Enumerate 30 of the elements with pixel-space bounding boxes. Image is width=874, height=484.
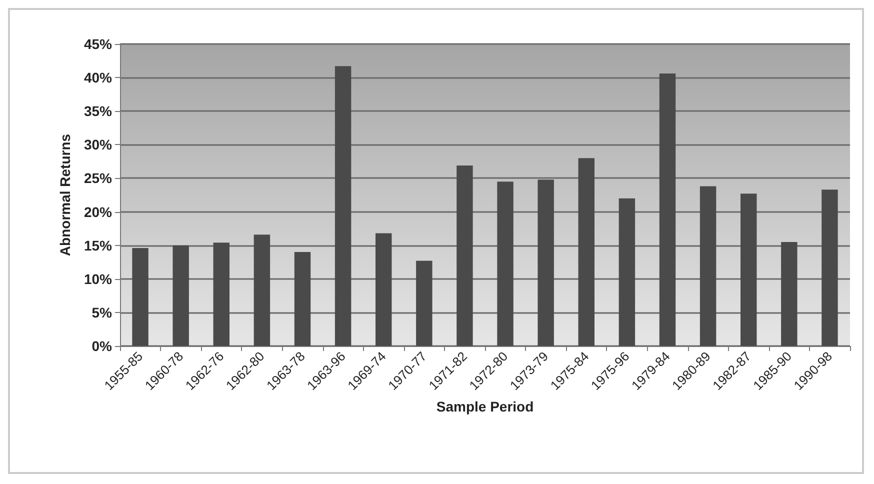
- bar: [618, 198, 636, 346]
- bar: [334, 66, 352, 346]
- bar: [213, 242, 230, 346]
- y-tick-label: 10%: [84, 270, 113, 287]
- bar: [659, 74, 676, 346]
- y-tick-label: 0%: [92, 338, 113, 354]
- bar: [740, 194, 757, 346]
- bar: [700, 186, 716, 346]
- y-tick-label: 45%: [84, 36, 113, 52]
- bar: [376, 233, 392, 346]
- bar: [416, 260, 432, 346]
- bar: [497, 182, 514, 346]
- bar: [294, 252, 311, 346]
- bar: [172, 245, 189, 346]
- y-tick-label: 40%: [84, 70, 113, 86]
- y-tick-label: 30%: [84, 136, 113, 153]
- y-axis-title: Abnormal Returns: [57, 134, 73, 256]
- bar: [456, 165, 473, 346]
- bar: [132, 248, 148, 346]
- x-axis-title: Sample Period: [436, 398, 534, 414]
- bar: [781, 242, 798, 346]
- y-tick-label: 25%: [84, 170, 113, 186]
- bar: [822, 190, 838, 346]
- bar: [578, 158, 594, 346]
- y-tick-label: 15%: [84, 237, 113, 254]
- y-tick-label: 20%: [84, 204, 113, 220]
- y-tick-label: 35%: [84, 103, 113, 120]
- bar: [254, 234, 270, 346]
- bar: [538, 180, 554, 346]
- y-tick-label: 5%: [92, 304, 113, 320]
